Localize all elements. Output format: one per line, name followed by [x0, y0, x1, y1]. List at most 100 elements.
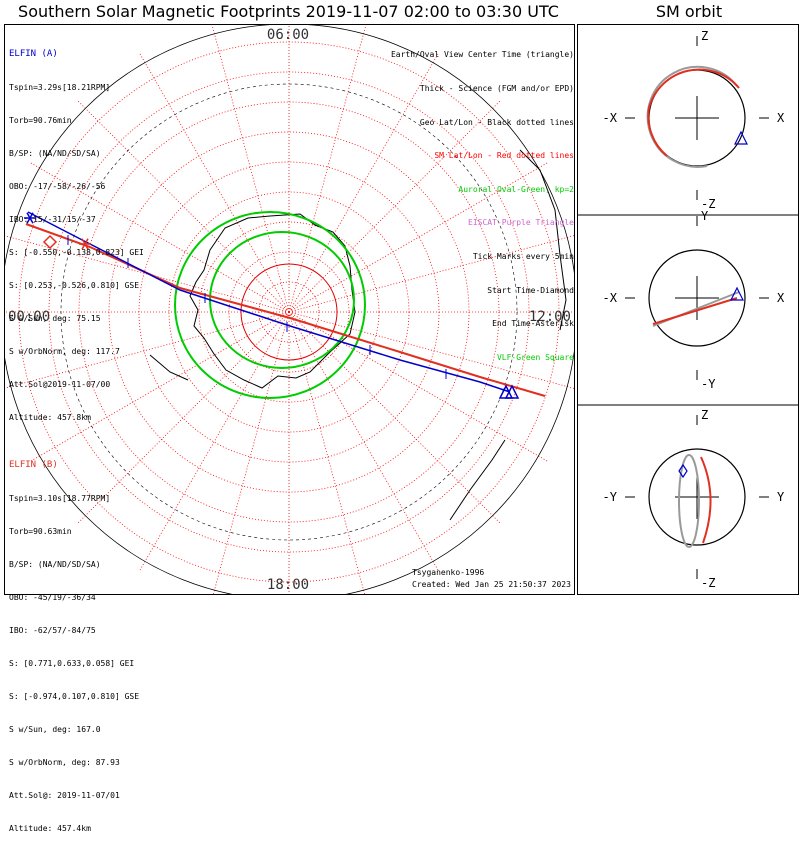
axis-label-bottom: -Y	[701, 377, 716, 391]
footprint-tracks	[24, 211, 546, 399]
earth-circle	[648, 249, 746, 347]
sm-longitude-line	[5, 311, 290, 389]
coastline	[149, 354, 189, 381]
elfin-b-line: Tspin=3.10s[18.77RPM]	[9, 494, 111, 503]
legend-entry: Geo Lat/Lon - Black dotted lines	[419, 117, 574, 127]
axis-label-top: Z	[701, 408, 708, 422]
elfin-b-line: IBO: -62/57/-84/75	[9, 626, 96, 635]
sm-longitude-line	[288, 161, 550, 313]
axis-label-left: -X	[603, 291, 618, 305]
sm-longitude-line	[138, 311, 290, 573]
elfin-a-line: Altitude: 457.8km	[9, 413, 91, 422]
mlt-label-left: 00:00	[8, 309, 50, 325]
sm-longitude-line	[288, 51, 440, 313]
elfin-b-footprint-track	[25, 223, 546, 397]
orbit-center-triangle	[734, 130, 748, 145]
sm-longitude-line	[288, 311, 502, 525]
orbit-center-triangle	[730, 286, 744, 301]
axis-label-bottom: -Z	[701, 576, 715, 590]
elfin-b-center-triangle	[498, 384, 514, 399]
legend-entry: Earth/Oval View Center Time (triangle)	[390, 50, 574, 60]
sm-longitude-line	[288, 235, 574, 313]
legend-entry: Start Time-Diamond	[487, 285, 574, 295]
elfin-b-line: OBO: -45/19/-36/34	[9, 593, 96, 602]
sm-longitude-line	[138, 51, 290, 313]
elfin-b-line: Altitude: 457.4km	[9, 824, 91, 833]
sm-longitude-line	[288, 25, 367, 313]
mlt-label-top: 06:00	[267, 27, 309, 43]
elfin-a-line: B/SP: (NA/ND/SD/SA)	[9, 149, 101, 158]
legend-entry: Auroral Oval-Green, kp=2	[458, 184, 574, 194]
coastline	[449, 439, 506, 521]
elfin-a-line: Torb=90.76min	[9, 116, 72, 125]
elfin-a-info: ELFIN (A) Tspin=3.29s[18.21RPM] Torb=90.…	[9, 27, 144, 434]
model-credit: Tsyganenko-1996	[412, 568, 485, 577]
elfin-b-line: S w/Sun, deg: 167.0	[9, 725, 101, 734]
orbit-panel: Y -Y -X X	[603, 209, 785, 391]
created-credit: Created: Wed Jan 25 21:50:37 2023	[412, 580, 571, 589]
sm-orbit-panels: Z -Z -X X Y -Y -X X Z -Z -Y Y	[577, 29, 799, 590]
elfin-b-line: S: [-0.974,0.107,0.810] GSE	[9, 692, 140, 701]
elfin-a-line: S w/OrbNorm, deg: 117.7	[9, 347, 120, 356]
axis-label-bottom: -Z	[701, 197, 715, 211]
legend-entry: Thick - Science (FGM and/or EPD)	[419, 84, 574, 94]
mlt-labels: 06:00 00:00 12:00 18:00	[8, 27, 571, 593]
sm-longitude-line	[213, 311, 290, 594]
axis-label-top: Z	[701, 29, 708, 43]
legend-entry: Tick Marks every 5min	[472, 252, 574, 262]
sm-longitude-line	[288, 311, 365, 594]
sm-longitude-line	[211, 25, 290, 313]
orbit-start-diamond	[678, 463, 688, 479]
sm-longitude-line	[288, 311, 440, 573]
axis-label-left: -X	[603, 111, 618, 125]
elfin-a-line: OBO: -17/-58/-26/-56	[9, 182, 106, 191]
sm-longitude-line	[288, 311, 550, 463]
sm-longitude-line	[288, 99, 502, 313]
axis-label-top: Y	[701, 209, 709, 223]
plot-title: Southern Solar Magnetic Footprints 2019-…	[18, 2, 559, 21]
legend-entry: VLF-Green Square	[496, 352, 574, 362]
orbit-title: SM orbit	[655, 2, 723, 21]
orbit-path	[678, 454, 700, 548]
auroral-oval-outer	[174, 211, 366, 399]
elfin-b-end-asterisk	[79, 238, 91, 250]
elfin-b-name: ELFIN (B)	[9, 460, 58, 470]
orbit-panel: Z -Z -Y Y	[603, 408, 785, 590]
sm-pole-circle	[240, 263, 338, 361]
elfin-a-end-asterisk	[24, 212, 36, 224]
sm-longitude-line	[288, 311, 574, 389]
elfin-b-orbit	[652, 297, 738, 325]
orbit-path	[646, 65, 738, 168]
axis-label-right: X	[777, 111, 785, 125]
elfin-a-line: Att.Sol@2019-11-07/00	[9, 380, 111, 389]
elfin-b-line: B/SP: (NA/ND/SD/SA)	[9, 560, 101, 569]
elfin-b-start-diamond	[42, 234, 58, 250]
elfin-a-line: IBO: 15/-31/15/-37	[9, 215, 96, 224]
legend: Earth/Oval View Center Time (triangle) T…	[391, 27, 574, 374]
sm-longitude-line	[5, 235, 290, 313]
elfin-b-line: Att.Sol@: 2019-11-07/01	[9, 791, 120, 800]
sm-longitude-line	[28, 311, 290, 463]
sm-longitude-line	[76, 311, 290, 525]
polar-footprint-plot: 06:00 00:00 12:00 18:00	[5, 25, 574, 594]
coastline	[519, 149, 567, 331]
elfin-a-name: ELFIN (A)	[9, 49, 58, 59]
sm-longitude-line	[76, 99, 290, 313]
elfin-a-line: S: [-0.550,-0.138,0.823] GEI	[9, 248, 144, 257]
elfin-b-orbit	[700, 456, 712, 544]
sm-latlon-grid	[5, 25, 574, 594]
axis-label-right: Y	[777, 490, 785, 504]
mlt-label-bottom: 18:00	[267, 577, 309, 593]
elfin-b-line: S: [0.771,0.633,0.058] GEI	[9, 659, 135, 668]
legend-entry: EISCAT-Purple Triangle	[468, 218, 574, 228]
elfin-a-line: Tspin=3.29s[18.21RPM]	[9, 83, 111, 92]
footprint-plot-frame	[4, 24, 575, 595]
orbit-panel: Z -Z -X X	[603, 29, 785, 211]
earth-circle	[648, 448, 746, 546]
elfin-a-line: S: [0.253,-0.526,0.810] GSE	[9, 281, 140, 290]
sm-longitude-line	[28, 161, 290, 313]
legend-entry: End Time-Asterisk	[492, 319, 574, 329]
elfin-b-orbit	[647, 68, 740, 157]
elfin-b-line: S w/OrbNorm, deg: 87.93	[9, 758, 120, 767]
elfin-b-line: Torb=90.63min	[9, 527, 72, 536]
